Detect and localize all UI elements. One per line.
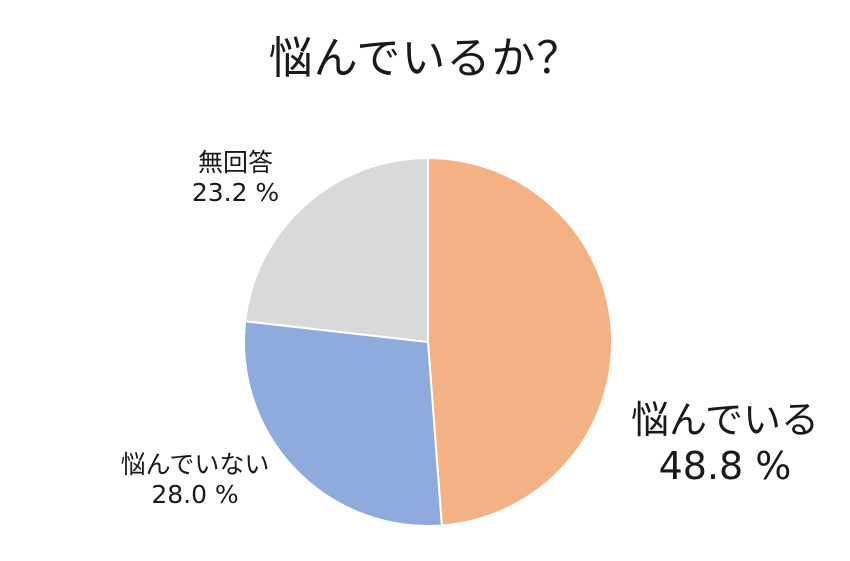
- slice-label-2-value: 23.2 %: [191, 178, 280, 207]
- slice-label-0-value: 48.8 %: [658, 443, 792, 488]
- slice-label-1-name: 悩んでいない: [120, 450, 270, 479]
- pie-slice-0: [427, 156, 613, 527]
- slice-label-0: 悩んでいる 48.8 %: [610, 398, 840, 489]
- pie-slice-1: [243, 320, 443, 527]
- slice-label-2-name: 無回答: [197, 148, 273, 177]
- slice-label-1-value: 28.0 %: [151, 480, 239, 509]
- chart-title: 悩んでいるか？: [268, 33, 582, 84]
- slice-label-0-name: 悩んでいる: [630, 398, 820, 442]
- slice-label-1: 悩んでいない 28.0 %: [90, 450, 300, 510]
- pie-slice-2: [244, 156, 429, 344]
- slice-label-2: 無回答 23.2 %: [168, 148, 303, 208]
